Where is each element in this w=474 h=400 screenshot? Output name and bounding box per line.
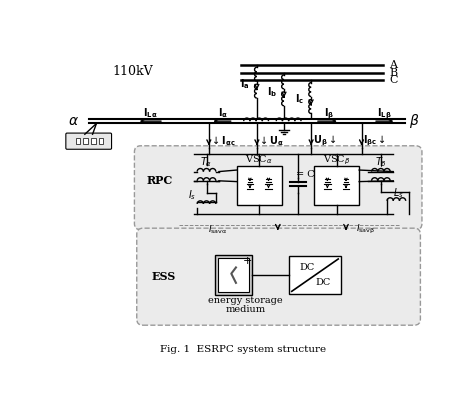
Text: $\mathbf{U_{\beta}}\downarrow$: $\mathbf{U_{\beta}}\downarrow$ [313, 134, 336, 148]
Text: $T_{\alpha}$: $T_{\alpha}$ [201, 156, 213, 169]
Bar [99, 138, 103, 144]
Text: $I_{\rm sav\beta}$: $I_{\rm sav\beta}$ [356, 223, 375, 236]
Text: RPC: RPC [147, 174, 173, 186]
Text: $\alpha$: $\alpha$ [68, 114, 79, 128]
Bar [83, 138, 88, 144]
Text: $\mathbf{I_{\beta c}}\downarrow$: $\mathbf{I_{\beta c}}\downarrow$ [363, 134, 386, 148]
Text: $\mathbf{I_b}$: $\mathbf{I_b}$ [267, 85, 277, 99]
Text: 110kV: 110kV [112, 64, 153, 78]
Text: C: C [390, 75, 398, 85]
FancyBboxPatch shape [137, 228, 420, 325]
Text: $\mathbf{I_{\beta}}$: $\mathbf{I_{\beta}}$ [324, 106, 334, 121]
Text: = C: = C [296, 170, 315, 179]
Text: ESS: ESS [152, 271, 176, 282]
Bar [218, 258, 249, 292]
FancyBboxPatch shape [135, 146, 422, 230]
Text: $\downarrow\mathbf{I_{\alpha c}}$: $\downarrow\mathbf{I_{\alpha c}}$ [210, 134, 236, 148]
Bar [289, 256, 341, 294]
Text: $\beta$: $\beta$ [409, 112, 419, 130]
Text: DC: DC [300, 263, 315, 272]
Text: $T_{\beta}$: $T_{\beta}$ [375, 155, 387, 170]
Text: VSC$_{\beta}$: VSC$_{\beta}$ [323, 153, 350, 167]
Text: $L_s$: $L_s$ [392, 186, 403, 200]
Text: $\mathbf{I_{L\beta}}$: $\mathbf{I_{L\beta}}$ [377, 106, 392, 121]
Bar [75, 138, 80, 144]
Text: energy storage: energy storage [208, 296, 283, 305]
Text: +: + [243, 256, 252, 266]
Bar [237, 166, 282, 205]
Text: $I_{\rm sav\alpha}$: $I_{\rm sav\alpha}$ [209, 224, 228, 236]
Text: $\mathbf{I_{\alpha}}$: $\mathbf{I_{\alpha}}$ [219, 106, 228, 120]
Text: $\mathbf{I_a}$: $\mathbf{I_a}$ [240, 77, 250, 91]
Text: B: B [390, 68, 398, 78]
Text: Fig. 1  ESRPC system structure: Fig. 1 ESRPC system structure [160, 345, 326, 354]
Text: VSC$_{\alpha}$: VSC$_{\alpha}$ [246, 154, 273, 166]
Bar [91, 138, 96, 144]
Text: medium: medium [225, 304, 265, 314]
Text: A: A [390, 60, 397, 70]
Bar [314, 166, 359, 205]
Text: $\downarrow\mathbf{U_{\alpha}}$: $\downarrow\mathbf{U_{\alpha}}$ [258, 134, 285, 148]
Bar [215, 255, 252, 295]
Text: $\mathbf{I_c}$: $\mathbf{I_c}$ [295, 93, 304, 106]
Text: $\mathbf{I_{L\alpha}}$: $\mathbf{I_{L\alpha}}$ [144, 106, 158, 120]
Text: DC: DC [315, 278, 330, 287]
Text: $I_s$: $I_s$ [189, 188, 197, 202]
FancyBboxPatch shape [66, 133, 111, 149]
